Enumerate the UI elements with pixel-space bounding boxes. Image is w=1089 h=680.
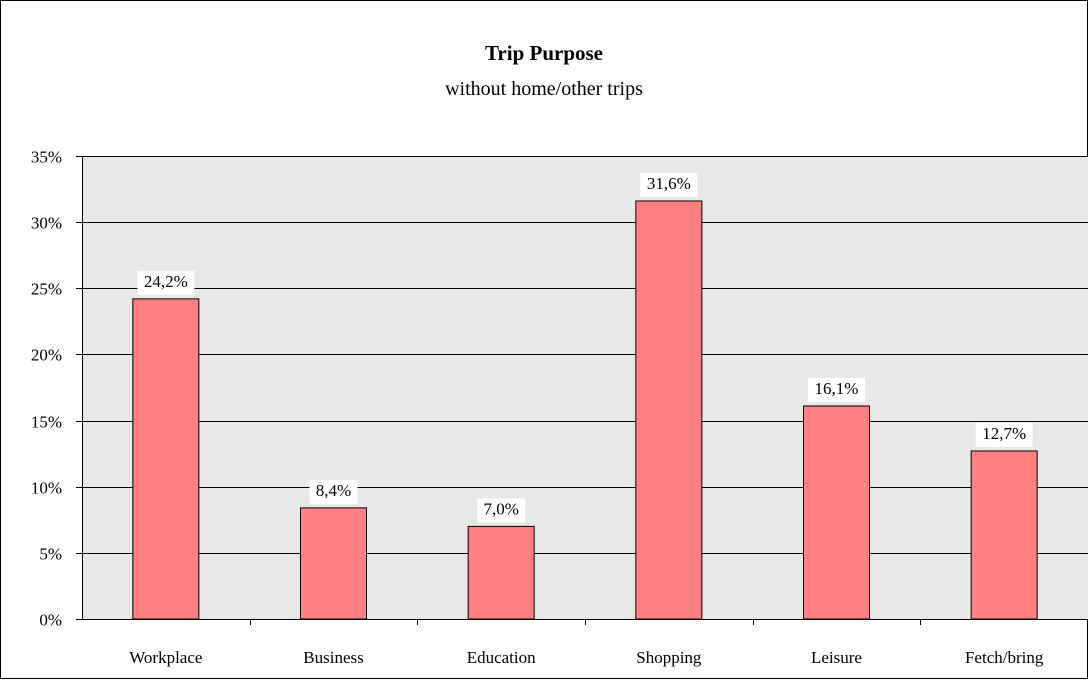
- bar: [300, 507, 367, 620]
- y-tick-label: 30%: [31, 214, 62, 233]
- x-tick-label: Education: [467, 648, 536, 667]
- data-label: 24,2%: [144, 272, 188, 291]
- y-tick-label: 5%: [39, 545, 62, 564]
- x-tick-label: Business: [303, 648, 363, 667]
- data-label: 31,6%: [647, 174, 691, 193]
- data-label-background: [309, 479, 358, 504]
- plot-area: 0% 5% 10% 15% 20% 25% 30% 35% 24,2% Workplace 8,4%…: [31, 148, 1088, 667]
- chart-title: Trip Purpose: [485, 41, 603, 65]
- bar: [132, 298, 200, 620]
- data-label: 16,1%: [815, 379, 859, 398]
- data-label: 7,0%: [483, 499, 518, 518]
- data-label-background: [640, 172, 698, 197]
- chart-subtitle: without home/other trips: [445, 78, 643, 100]
- y-tick-label: 20%: [31, 346, 62, 365]
- plot-background: [82, 156, 1088, 619]
- y-tick-label: 25%: [31, 280, 62, 299]
- y-tick-label: 35%: [31, 148, 62, 167]
- x-tick-label: Workplace: [129, 648, 202, 667]
- data-label-background: [137, 270, 195, 295]
- x-tick-label: Fetch/bring: [965, 648, 1044, 667]
- data-label-background: [477, 498, 526, 523]
- data-label: 8,4%: [316, 481, 351, 500]
- x-tick-label: Shopping: [636, 648, 702, 667]
- bar: [467, 525, 535, 620]
- data-label: 12,7%: [982, 424, 1026, 443]
- y-tick-label: 0%: [39, 611, 62, 630]
- data-label-background: [808, 378, 865, 403]
- bar: [970, 450, 1038, 620]
- x-tick-label: Leisure: [811, 648, 862, 667]
- y-tick-label: 15%: [31, 413, 62, 432]
- bar: [635, 200, 703, 620]
- data-label-background: [975, 422, 1033, 447]
- bar: [803, 405, 870, 620]
- y-tick-label: 10%: [31, 479, 62, 498]
